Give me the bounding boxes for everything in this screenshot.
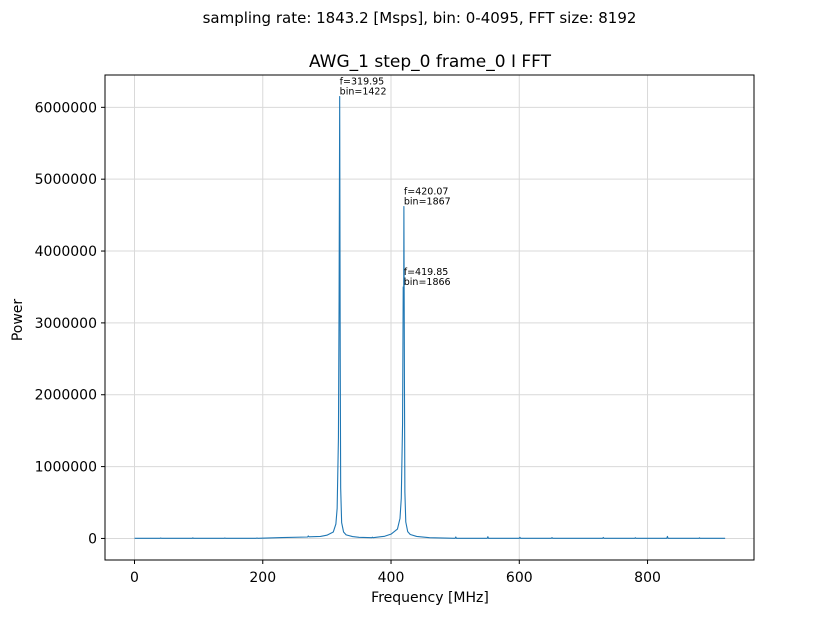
y-axis-label: Power xyxy=(10,299,26,342)
annotations-layer: f=319.95 bin=1422 f=420.07 bin=1867 f=419.85… xyxy=(340,77,451,288)
peak-annotation-line: bin=1867 xyxy=(404,196,451,207)
x-tick-label: 400 xyxy=(378,570,405,586)
peak-annotation: f=319.95 bin=1422 xyxy=(340,77,387,98)
x-axis-label: Frequency [MHz] xyxy=(371,590,489,606)
peak-annotation: f=420.07 bin=1867 xyxy=(404,186,451,207)
y-tick-label: 2000000 xyxy=(35,388,97,404)
series-layer xyxy=(134,96,726,539)
peak-annotation-line: bin=1866 xyxy=(404,277,451,288)
y-tick-label: 4000000 xyxy=(35,244,97,260)
figure-suptitle: sampling rate: 1843.2 [Msps], bin: 0-409… xyxy=(202,9,637,27)
peak-annotation-line: f=420.07 xyxy=(404,186,449,197)
ticks-layer: 0 200 400 600 800 0 1000000 2000000 3000000 40000… xyxy=(35,100,661,586)
peak-annotation-line: f=319.95 xyxy=(340,77,385,88)
x-tick-label: 0 xyxy=(130,570,139,586)
x-tick-label: 200 xyxy=(249,570,276,586)
peak-annotation: f=419.85 bin=1866 xyxy=(404,267,451,288)
peak-annotation-line: bin=1422 xyxy=(340,87,387,98)
series-line xyxy=(134,96,726,539)
y-tick-label: 0 xyxy=(88,531,97,547)
grid-layer xyxy=(105,75,754,560)
y-tick-label: 1000000 xyxy=(35,460,97,476)
x-tick-label: 600 xyxy=(506,570,533,586)
plot-frame xyxy=(104,74,755,561)
x-tick-label: 800 xyxy=(634,570,661,586)
chart-title: AWG_1 step_0 frame_0 I FFT xyxy=(309,52,552,72)
y-tick-label: 3000000 xyxy=(35,316,97,332)
y-tick-label: 6000000 xyxy=(35,100,97,116)
y-tick-label: 5000000 xyxy=(35,172,97,188)
peak-annotation-line: f=419.85 xyxy=(404,267,449,278)
